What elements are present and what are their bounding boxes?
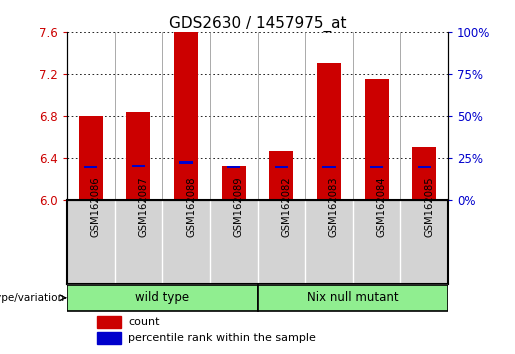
- Bar: [97, 316, 122, 328]
- Bar: [413, 147, 436, 200]
- Bar: [97, 332, 122, 343]
- Text: GSM162084: GSM162084: [376, 176, 387, 237]
- Text: Nix null mutant: Nix null mutant: [307, 291, 399, 304]
- Text: GSM162082: GSM162082: [281, 176, 291, 237]
- Bar: [67, 285, 258, 312]
- Text: GSM162089: GSM162089: [234, 176, 244, 237]
- Bar: [227, 166, 240, 168]
- Bar: [418, 166, 431, 168]
- Bar: [84, 166, 97, 168]
- Bar: [365, 79, 388, 200]
- Bar: [180, 161, 193, 164]
- Bar: [317, 63, 341, 200]
- Text: GSM162086: GSM162086: [91, 176, 101, 237]
- Bar: [174, 32, 198, 200]
- Text: GSM162087: GSM162087: [139, 176, 148, 237]
- Bar: [132, 165, 145, 167]
- Bar: [269, 150, 293, 200]
- Text: count: count: [128, 317, 160, 327]
- Text: genotype/variation: genotype/variation: [0, 293, 64, 303]
- Bar: [79, 116, 102, 200]
- Bar: [258, 285, 448, 312]
- Text: percentile rank within the sample: percentile rank within the sample: [128, 333, 316, 343]
- Text: GSM162085: GSM162085: [424, 176, 434, 237]
- Bar: [370, 166, 383, 168]
- Bar: [275, 166, 288, 168]
- Bar: [127, 112, 150, 200]
- Text: GSM162083: GSM162083: [329, 176, 339, 237]
- Title: GDS2630 / 1457975_at: GDS2630 / 1457975_at: [169, 16, 346, 32]
- Text: GSM162088: GSM162088: [186, 176, 196, 237]
- Bar: [222, 166, 246, 200]
- Bar: [322, 166, 335, 168]
- Text: wild type: wild type: [135, 291, 190, 304]
